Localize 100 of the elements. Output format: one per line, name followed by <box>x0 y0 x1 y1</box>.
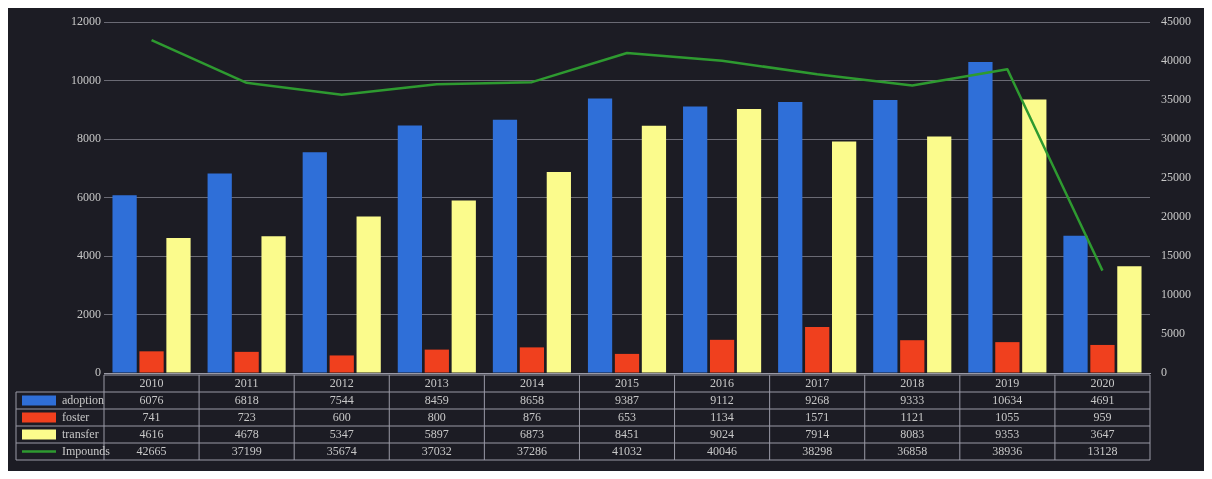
y2-tick-label: 0 <box>1161 365 1167 380</box>
x-tick-label: 2018 <box>900 375 925 390</box>
bar <box>492 119 518 373</box>
x-tick-label: 2012 <box>329 375 354 390</box>
data-label: 13128 <box>1087 443 1118 458</box>
data-label: 8083 <box>900 426 925 441</box>
data-label: 9333 <box>900 392 925 407</box>
data-label: 3647 <box>1090 426 1115 441</box>
data-label: 9268 <box>805 392 830 407</box>
bar <box>166 237 191 373</box>
bar <box>424 349 449 373</box>
legend-label: Impounds <box>62 443 111 458</box>
y2-tick-label: 45000 <box>1161 14 1191 29</box>
legend-label: transfer <box>62 426 99 441</box>
data-label: 1055 <box>995 409 1020 424</box>
bar <box>356 216 381 373</box>
y2-tick-label: 15000 <box>1161 248 1191 263</box>
x-tick-label: 2013 <box>424 375 449 390</box>
y-tick-label: 0 <box>95 365 101 380</box>
x-tick-label: 2014 <box>519 375 544 390</box>
bar <box>709 339 735 373</box>
bar <box>519 347 545 373</box>
data-label: 1121 <box>900 409 925 424</box>
bar <box>641 125 667 373</box>
data-label: 42665 <box>136 443 167 458</box>
data-label: 9387 <box>615 392 639 407</box>
y2-tick-label: 10000 <box>1161 287 1191 302</box>
data-label: 4616 <box>139 426 164 441</box>
bar <box>927 136 952 373</box>
bar <box>614 353 640 373</box>
data-label: 6873 <box>519 426 544 441</box>
x-tick-label: 2010 <box>139 375 164 390</box>
bar <box>261 236 286 373</box>
data-label: 8459 <box>424 392 449 407</box>
data-label: 723 <box>237 409 256 424</box>
bar <box>805 327 830 373</box>
bar <box>546 171 571 373</box>
data-label: 7544 <box>329 392 354 407</box>
y-tick-label: 8000 <box>77 131 101 146</box>
data-label: 959 <box>1093 409 1112 424</box>
bar <box>900 340 925 373</box>
legend-label: adoption <box>62 392 104 407</box>
bar <box>329 355 354 373</box>
y-tick-label: 4000 <box>77 248 101 263</box>
x-tick-label: 2011 <box>234 375 259 390</box>
data-label: 10634 <box>992 392 1023 407</box>
y-tick-label: 6000 <box>77 189 101 204</box>
data-label: 6818 <box>234 392 259 407</box>
x-tick-label: 2016 <box>710 375 735 390</box>
bar <box>1063 235 1088 373</box>
data-label: 1134 <box>710 409 734 424</box>
data-label: 9024 <box>710 426 735 441</box>
bar <box>207 173 232 373</box>
bar <box>587 98 613 373</box>
data-label: 37032 <box>421 443 452 458</box>
data-label: 41032 <box>612 443 642 458</box>
x-tick-label: 2019 <box>995 375 1020 390</box>
data-label: 741 <box>142 409 161 424</box>
data-label: 5897 <box>424 426 449 441</box>
x-tick-label: 2020 <box>1090 375 1115 390</box>
y2-tick-label: 40000 <box>1161 53 1191 68</box>
y2-tick-label: 5000 <box>1161 326 1185 341</box>
bar <box>736 109 762 373</box>
bar <box>995 342 1020 373</box>
bar <box>1117 266 1142 373</box>
x-tick-label: 2015 <box>615 375 639 390</box>
y2-tick-label: 35000 <box>1161 92 1191 107</box>
data-label: 38936 <box>992 443 1023 458</box>
data-label: 35674 <box>326 443 357 458</box>
data-label: 36858 <box>897 443 928 458</box>
bar <box>968 61 993 373</box>
bar <box>234 351 259 373</box>
y-tick-label: 10000 <box>71 72 101 87</box>
data-label: 38298 <box>802 443 833 458</box>
bar <box>139 351 164 373</box>
data-label: 6076 <box>139 392 164 407</box>
data-label: 653 <box>618 409 636 424</box>
data-label: 600 <box>332 409 351 424</box>
y-tick-label: 2000 <box>77 306 101 321</box>
legend-label: foster <box>62 409 90 424</box>
data-label: 1571 <box>805 409 830 424</box>
data-label: 876 <box>522 409 541 424</box>
bar <box>832 141 857 373</box>
data-label: 7914 <box>805 426 830 441</box>
bar <box>112 195 137 373</box>
data-label: 8451 <box>615 426 639 441</box>
data-label: 5347 <box>329 426 354 441</box>
y2-tick-label: 30000 <box>1161 131 1191 146</box>
data-label: 4691 <box>1090 392 1115 407</box>
y2-tick-label: 25000 <box>1161 170 1191 185</box>
bar <box>302 152 327 373</box>
data-label: 4678 <box>234 426 259 441</box>
data-label: 8658 <box>519 392 544 407</box>
bar <box>873 100 898 373</box>
bar <box>397 125 422 373</box>
data-label: 9112 <box>710 392 734 407</box>
y2-tick-label: 20000 <box>1161 209 1191 224</box>
bar <box>451 200 476 373</box>
x-tick-label: 2017 <box>805 375 830 390</box>
data-label: 800 <box>427 409 446 424</box>
